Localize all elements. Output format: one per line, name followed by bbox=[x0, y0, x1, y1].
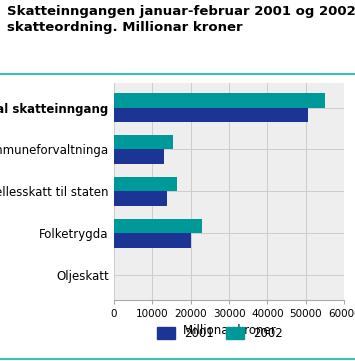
Text: Skatteinngangen januar-februar 2001 og 2002, etter
skatteordning. Millionar kron: Skatteinngangen januar-februar 2001 og 2… bbox=[7, 5, 355, 34]
Bar bbox=[114, 177, 177, 191]
Bar bbox=[114, 108, 308, 122]
Bar bbox=[114, 218, 202, 233]
Legend: 2001, 2002: 2001, 2002 bbox=[153, 322, 288, 344]
Bar bbox=[114, 93, 325, 108]
Bar bbox=[114, 191, 168, 206]
X-axis label: Millionar kroner: Millionar kroner bbox=[182, 324, 275, 337]
Bar bbox=[114, 149, 164, 164]
Bar bbox=[114, 233, 191, 248]
Bar bbox=[114, 135, 173, 149]
